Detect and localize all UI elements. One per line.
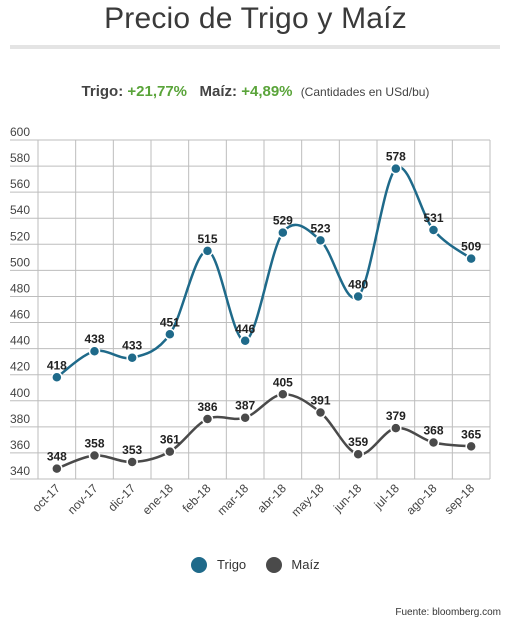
y-tick-label: 480 — [10, 281, 30, 295]
chart-title: Precio de Trigo y Maíz — [104, 2, 407, 35]
maiz-data-point[interactable] — [314, 406, 327, 419]
maiz-change-value: +4,89% — [241, 83, 293, 100]
trigo-data-point[interactable] — [88, 345, 101, 357]
trigo-data-label: 446 — [235, 322, 255, 336]
trigo-data-point[interactable] — [314, 234, 327, 247]
maiz-data-label: 368 — [423, 423, 443, 437]
x-tick-label: ene-18 — [140, 481, 177, 518]
x-tick-label: oct-17 — [29, 481, 63, 515]
trigo-data-point[interactable] — [201, 245, 214, 257]
y-tick-label: 540 — [10, 203, 30, 217]
x-tick-label: nov-17 — [65, 481, 101, 517]
x-tick-label: sep-18 — [441, 481, 477, 517]
trigo-data-label: 433 — [122, 339, 142, 353]
y-tick-label: 500 — [10, 255, 30, 269]
x-tick-label: abr-18 — [255, 481, 290, 516]
trigo-data-label: 529 — [273, 214, 293, 228]
maiz-data-label: 379 — [386, 409, 406, 423]
trigo-data-point[interactable] — [126, 351, 138, 364]
maiz-data-label: 391 — [310, 394, 330, 408]
chart-legend: Trigo Maíz — [0, 556, 511, 573]
x-tick-label: jul-18 — [371, 481, 403, 513]
x-tick-label: dic-17 — [105, 481, 138, 514]
maiz-data-point[interactable] — [88, 449, 101, 462]
y-tick-label: 600 — [10, 125, 30, 139]
trigo-data-point[interactable] — [352, 290, 364, 303]
y-tick-label: 380 — [10, 412, 30, 426]
maiz-data-point[interactable] — [51, 462, 63, 475]
x-tick-label: feb-18 — [180, 481, 214, 515]
y-tick-label: 460 — [10, 308, 30, 322]
maiz-data-point[interactable] — [126, 456, 138, 468]
y-tick-label: 400 — [10, 386, 30, 400]
maiz-data-point[interactable] — [390, 422, 402, 434]
x-tick-label: ago-18 — [403, 481, 440, 518]
trigo-data-point[interactable] — [164, 328, 176, 341]
maiz-data-label: 348 — [47, 450, 67, 464]
maiz-data-point[interactable] — [277, 388, 289, 400]
title-divider — [10, 45, 500, 49]
maiz-data-label: 353 — [122, 443, 142, 457]
trigo-data-label: 480 — [348, 277, 368, 291]
maiz-data-label: 365 — [461, 427, 481, 441]
maiz-summary-label: Maíz: — [199, 83, 238, 100]
units-note: (Cantidades en USd/bu) — [300, 85, 430, 99]
trigo-data-point[interactable] — [51, 371, 63, 384]
trigo-data-label: 509 — [461, 240, 481, 254]
source-credit: Fuente: bloomberg.com — [395, 607, 501, 618]
legend-item-trigo[interactable]: Trigo — [191, 556, 246, 573]
x-tick-label: jun-18 — [330, 481, 364, 515]
y-tick-label: 340 — [10, 464, 30, 478]
maiz-data-label: 387 — [235, 399, 255, 413]
maiz-data-point[interactable] — [427, 436, 440, 449]
trigo-data-label: 438 — [84, 332, 104, 346]
trigo-legend-label: Trigo — [217, 557, 247, 573]
trigo-data-point[interactable] — [390, 162, 402, 175]
maiz-data-point[interactable] — [465, 440, 477, 453]
y-tick-label: 580 — [10, 151, 30, 165]
maiz-data-point[interactable] — [239, 411, 251, 424]
trigo-legend-marker — [191, 556, 208, 573]
maiz-data-label: 361 — [160, 433, 180, 447]
trigo-data-label: 578 — [386, 150, 406, 164]
legend-item-maiz[interactable]: Maíz — [265, 556, 320, 573]
y-tick-label: 420 — [10, 360, 30, 374]
y-tick-label: 560 — [10, 177, 30, 191]
y-tick-label: 520 — [10, 229, 30, 243]
trigo-data-point[interactable] — [277, 226, 289, 239]
maiz-data-point[interactable] — [164, 445, 176, 458]
y-tick-label: 440 — [10, 334, 30, 348]
maiz-data-label: 405 — [273, 375, 293, 389]
trigo-data-point[interactable] — [465, 252, 477, 265]
y-tick-label: 360 — [10, 438, 30, 452]
trigo-data-label: 523 — [310, 221, 330, 235]
trigo-summary-label: Trigo: — [81, 83, 124, 100]
trigo-data-point[interactable] — [427, 224, 440, 236]
maiz-data-label: 359 — [348, 435, 368, 449]
x-tick-label: may-18 — [288, 481, 326, 519]
change-summary: Trigo: +21,77% Maíz: +4,89% (Cantidades … — [0, 83, 511, 100]
maiz-data-point[interactable] — [201, 413, 214, 425]
maiz-legend-marker — [265, 556, 282, 573]
trigo-data-label: 531 — [423, 211, 443, 225]
maiz-data-label: 358 — [84, 437, 104, 451]
maiz-legend-label: Maíz — [291, 557, 320, 573]
maiz-data-label: 386 — [197, 400, 217, 414]
trigo-data-point[interactable] — [239, 335, 251, 347]
x-tick-label: mar-18 — [215, 481, 252, 518]
trigo-change-value: +21,77% — [127, 83, 188, 100]
trigo-data-label: 418 — [47, 358, 67, 372]
maiz-data-point[interactable] — [352, 448, 364, 460]
trigo-data-label: 451 — [160, 315, 180, 329]
trigo-data-label: 515 — [197, 232, 217, 246]
